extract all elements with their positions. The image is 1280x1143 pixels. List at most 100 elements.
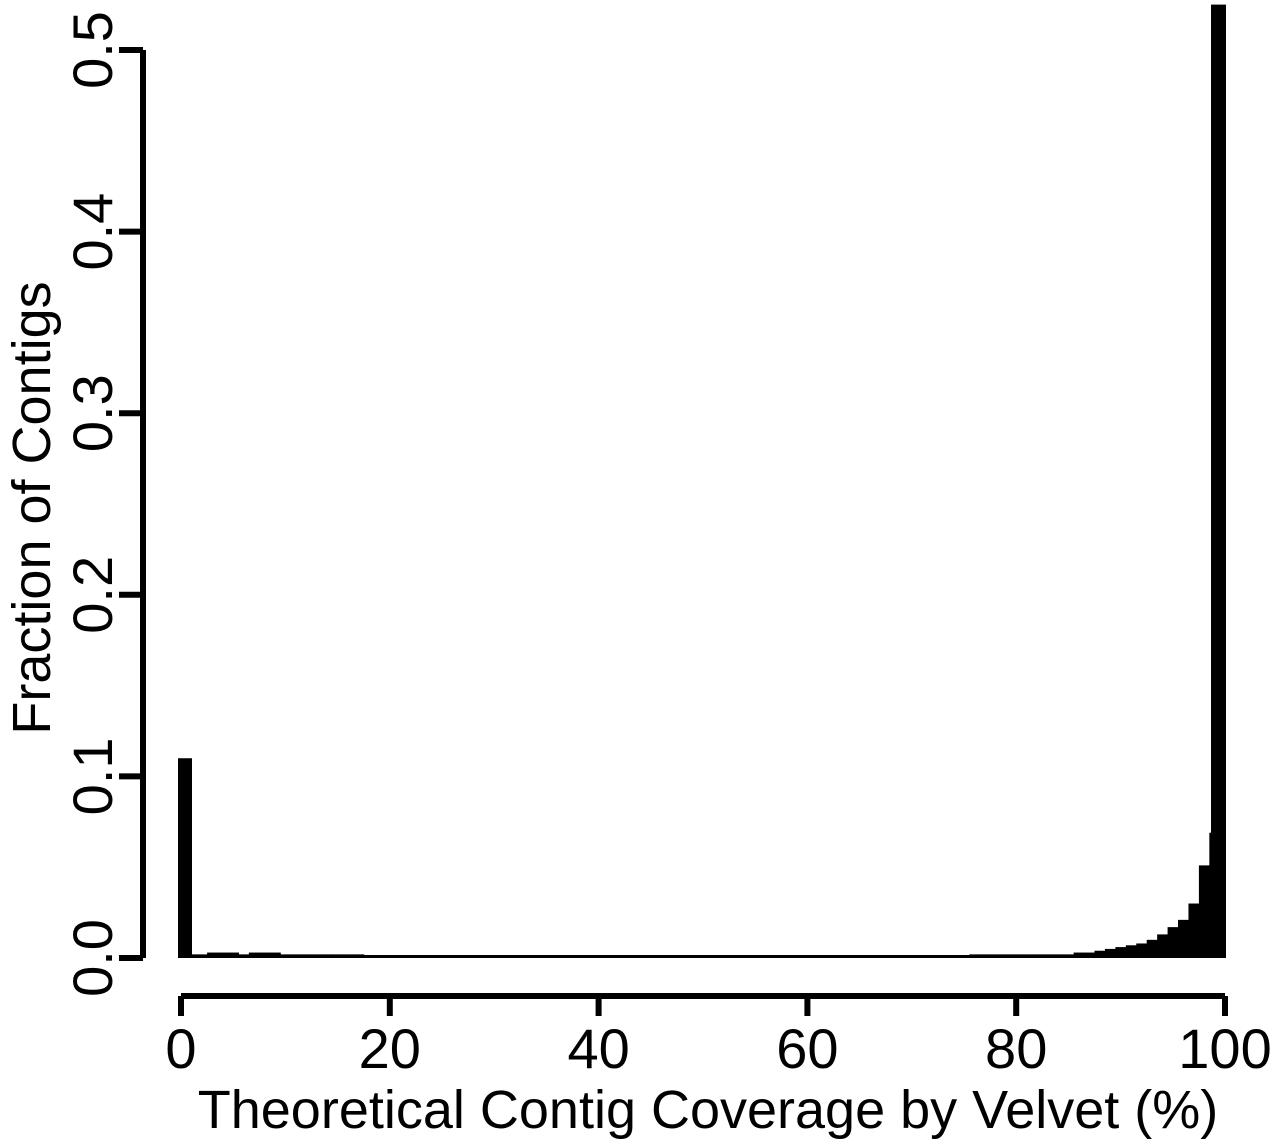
x-axis-label: Theoretical Contig Coverage by Velvet (%… xyxy=(198,1080,1219,1140)
histogram-bar xyxy=(342,954,354,958)
histogram-bar xyxy=(562,955,574,958)
histogram-bar xyxy=(1198,865,1210,958)
histogram-bar xyxy=(509,955,521,958)
histogram-bar xyxy=(1010,954,1023,958)
histogram-bar xyxy=(1157,934,1169,958)
histogram-bar xyxy=(979,954,991,958)
histogram-bar xyxy=(426,955,438,958)
histogram-bar xyxy=(332,954,344,958)
histogram-bar xyxy=(468,955,480,958)
histogram-bar xyxy=(927,955,939,958)
histogram-bar xyxy=(1063,954,1075,958)
histogram-bar xyxy=(405,955,417,958)
histogram-bar xyxy=(1104,948,1116,958)
histogram-bar xyxy=(1000,954,1012,958)
y-tick-label: 0.4 xyxy=(61,193,124,271)
histogram-bar xyxy=(823,955,835,958)
y-tick-label: 0.5 xyxy=(61,11,124,89)
histogram-bar xyxy=(969,954,981,958)
x-tick-label: 80 xyxy=(985,1017,1047,1080)
histogram-bar xyxy=(708,955,720,958)
histogram-bar xyxy=(917,955,929,958)
histogram-bar xyxy=(990,954,1002,958)
histogram-bar xyxy=(488,955,501,958)
histogram-bar xyxy=(676,955,688,958)
histogram-bar xyxy=(885,955,897,958)
histogram-bar xyxy=(520,955,532,958)
histogram-bar xyxy=(311,954,323,958)
histogram-bar xyxy=(603,955,615,958)
histogram-bar xyxy=(541,955,553,958)
histogram-bar xyxy=(353,954,365,958)
y-tick-label: 0.3 xyxy=(61,374,124,452)
histogram-bar xyxy=(280,954,292,958)
histogram-bar xyxy=(697,955,709,958)
histogram-bar xyxy=(812,955,824,958)
histogram-bar xyxy=(749,955,762,958)
histogram-bar xyxy=(248,952,260,958)
histogram-bar xyxy=(937,955,949,958)
histogram-bars xyxy=(178,4,1226,959)
histogram-bar xyxy=(875,955,887,958)
histogram-bar xyxy=(958,955,970,958)
histogram-bar xyxy=(1211,4,1226,959)
histogram-bar xyxy=(864,955,876,958)
x-tick-label: 100 xyxy=(1178,1017,1271,1080)
histogram-bar xyxy=(666,955,678,958)
histogram-bar xyxy=(948,955,960,958)
x-tick-label: 0 xyxy=(165,1017,196,1080)
histogram-bar xyxy=(530,955,542,958)
histogram-bar xyxy=(1125,945,1137,958)
histogram-bar xyxy=(614,955,626,958)
histogram-bar xyxy=(1178,919,1190,958)
histogram-bar xyxy=(645,955,657,958)
histogram-bar xyxy=(363,955,375,958)
histogram-bar xyxy=(1073,952,1085,958)
histogram-bar xyxy=(196,954,208,958)
y-axis-label: Fraction of Contigs xyxy=(2,281,62,734)
histogram-bar xyxy=(551,955,563,958)
histogram-bar xyxy=(1084,952,1096,958)
histogram-bar xyxy=(582,955,594,958)
x-axis-ticks: 0 20 40 60 80 100 xyxy=(165,996,1272,1080)
histogram-bar xyxy=(593,955,605,958)
histogram-bar xyxy=(1167,927,1179,958)
histogram-bar xyxy=(791,955,803,958)
x-tick-label: 40 xyxy=(567,1017,629,1080)
histogram-bar xyxy=(635,955,647,958)
histogram-bar xyxy=(415,955,427,958)
histogram-bar xyxy=(896,955,908,958)
histogram-bar xyxy=(1136,943,1148,958)
histogram-bar xyxy=(217,952,229,958)
histogram-bar xyxy=(739,955,751,958)
histogram-bar xyxy=(269,952,281,958)
histogram-bar xyxy=(207,952,219,958)
histogram-bar xyxy=(1021,954,1033,958)
histogram-bar xyxy=(1188,903,1200,958)
histogram-bar xyxy=(499,955,511,958)
histogram-bar xyxy=(1052,954,1064,958)
histogram-bar xyxy=(906,955,918,958)
y-tick-label: 0.0 xyxy=(61,919,124,997)
histogram-bar xyxy=(227,952,240,958)
histogram-bar xyxy=(436,955,448,958)
histogram-bar xyxy=(854,955,866,958)
histogram-bar xyxy=(301,954,313,958)
histogram-bar xyxy=(290,954,302,958)
x-tick-label: 20 xyxy=(359,1017,421,1080)
histogram-bar xyxy=(186,954,198,958)
histogram-bar xyxy=(833,955,845,958)
histogram-bar xyxy=(1115,947,1127,958)
histogram-bar xyxy=(1042,954,1054,958)
y-tick-label: 0.2 xyxy=(61,556,124,634)
x-tick-label: 60 xyxy=(776,1017,838,1080)
histogram-bar xyxy=(843,955,855,958)
histogram-bar xyxy=(781,955,793,958)
histogram-bar xyxy=(259,952,271,958)
histogram-bar xyxy=(770,955,782,958)
histogram-bar xyxy=(395,955,407,958)
histogram-bar xyxy=(374,955,386,958)
histogram-bar xyxy=(447,955,459,958)
histogram-bar xyxy=(718,955,730,958)
histogram-bar xyxy=(656,955,668,958)
